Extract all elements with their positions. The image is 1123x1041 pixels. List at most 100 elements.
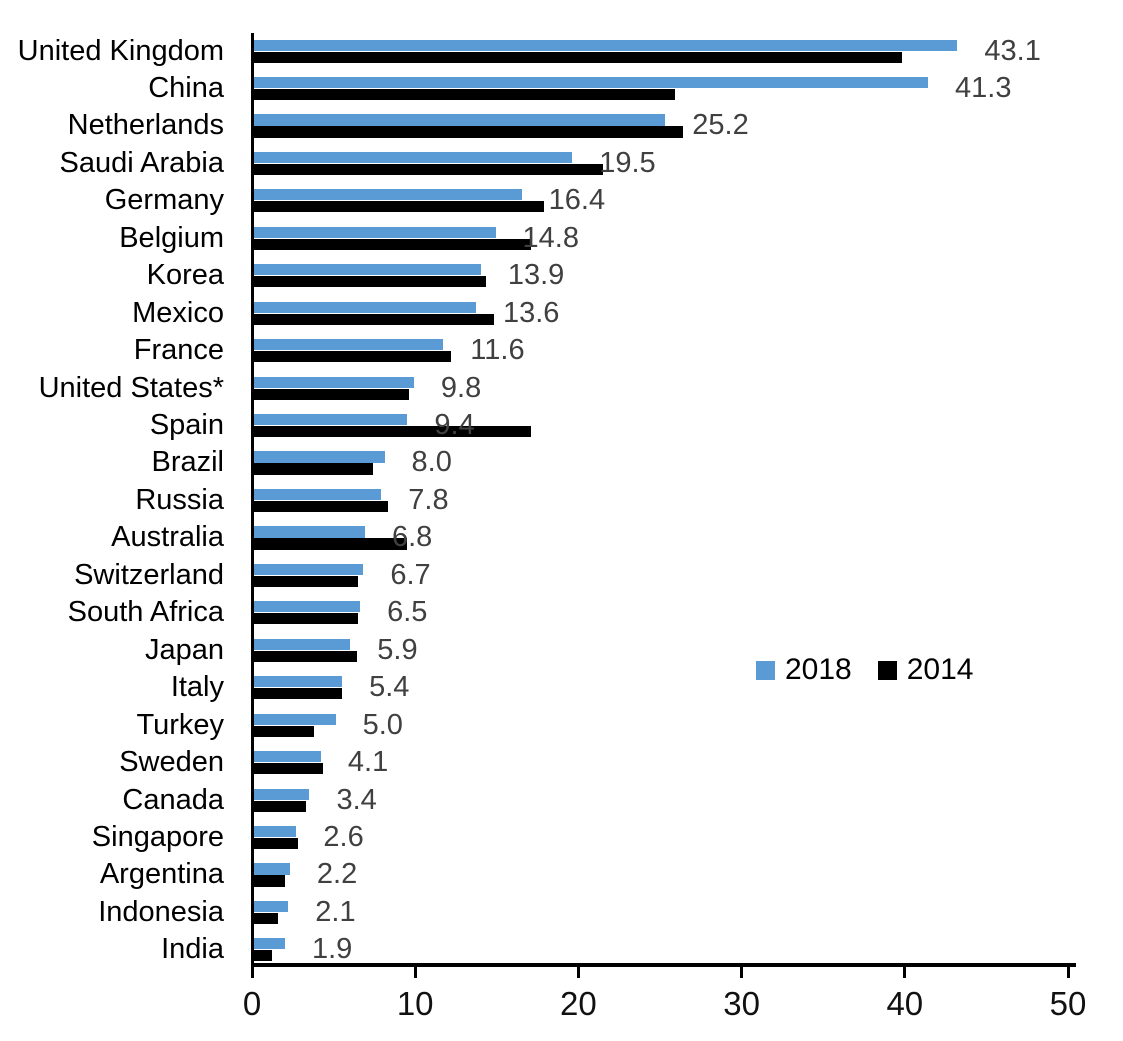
bar-2018 <box>254 638 351 650</box>
bar-2018 <box>254 264 481 276</box>
legend-item-2018: 2018 <box>756 653 852 687</box>
category-label: Australia <box>111 521 224 554</box>
value-label: 6.8 <box>391 521 433 554</box>
value-label: 19.5 <box>599 146 656 179</box>
category-label: Singapore <box>91 820 224 853</box>
bar-2018 <box>254 825 297 838</box>
bar-2014 <box>254 201 545 213</box>
bar-2014 <box>254 538 408 550</box>
category-label: Netherlands <box>67 109 224 142</box>
bar-2018 <box>254 563 364 575</box>
category-label: Russia <box>135 483 224 516</box>
x-axis-tick-label: 50 <box>1049 985 1087 1022</box>
category-label: Argentina <box>99 858 224 891</box>
bar-2014 <box>254 463 374 475</box>
x-axis-tick-label: 20 <box>560 985 597 1022</box>
bar-2018 <box>254 414 408 426</box>
value-label: 2.6 <box>323 820 364 853</box>
value-label: 13.9 <box>507 259 565 292</box>
x-axis-tick-mark <box>1066 966 1070 978</box>
category-label: Canada <box>122 783 224 816</box>
value-label: 6.7 <box>390 558 431 591</box>
bar-2014 <box>254 426 532 438</box>
category-label: Japan <box>144 633 224 666</box>
bar-2014 <box>254 51 902 63</box>
category-label: Brazil <box>151 446 224 479</box>
bar-2014 <box>254 875 285 887</box>
x-axis-tick-mark <box>740 966 744 978</box>
category-label: Switzerland <box>74 558 224 591</box>
value-label: 2.1 <box>315 895 356 928</box>
legend-item-2014: 2014 <box>877 653 974 687</box>
value-label: 2.2 <box>316 858 358 891</box>
value-label: 9.8 <box>440 371 482 404</box>
bar-2014 <box>254 725 315 737</box>
legend-swatch-2014 <box>877 660 897 680</box>
value-label: 5.0 <box>362 708 403 741</box>
bar-2018 <box>254 301 476 313</box>
value-label: 1.9 <box>312 933 353 966</box>
value-label: 5.9 <box>377 633 418 666</box>
bar-2014 <box>254 276 486 288</box>
legend-label-2018: 2018 <box>785 653 852 686</box>
bar-2018 <box>254 76 929 89</box>
value-label: 6.5 <box>387 596 428 629</box>
bar-2018 <box>254 863 290 875</box>
bar-2018 <box>254 900 289 913</box>
bar-2018 <box>254 39 958 51</box>
bar-2018 <box>254 526 365 538</box>
x-axis-line <box>250 963 1076 967</box>
x-axis-tick-label: 10 <box>396 985 434 1022</box>
category-label: France <box>133 334 224 367</box>
bar-2018 <box>254 788 310 800</box>
category-label: United States* <box>38 371 224 404</box>
bar-2014 <box>254 313 494 325</box>
legend: 2018 2014 <box>756 653 974 687</box>
value-label: 25.2 <box>692 109 749 142</box>
value-label: 4.1 <box>347 746 389 779</box>
bar-2018 <box>254 713 336 725</box>
category-label: Germany <box>104 184 224 217</box>
category-label: Belgium <box>119 221 224 254</box>
x-axis-tick-label: 30 <box>723 985 760 1022</box>
legend-label-2014: 2014 <box>906 653 974 686</box>
x-axis-tick-mark <box>903 966 907 978</box>
value-label: 8.0 <box>411 446 452 479</box>
value-label: 43.1 <box>984 34 1041 67</box>
bar-2014 <box>254 763 323 775</box>
bar-2018 <box>254 676 343 688</box>
bar-2018 <box>254 376 414 388</box>
value-label: 16.4 <box>548 184 606 217</box>
category-label: India <box>161 933 224 966</box>
bar-2014 <box>254 650 357 662</box>
value-label: 9.4 <box>434 409 475 441</box>
x-axis-tick-mark <box>250 966 254 978</box>
value-label: 11.6 <box>470 334 525 367</box>
category-label: Mexico <box>132 296 224 329</box>
bar-2014 <box>254 688 343 700</box>
x-axis-tick-label: 40 <box>886 985 924 1022</box>
bar-2014 <box>254 837 299 850</box>
bar-2018 <box>254 488 382 501</box>
category-label: Korea <box>146 259 224 292</box>
x-axis-tick-label: 0 <box>242 985 262 1022</box>
bar-2018 <box>254 451 385 463</box>
bar-2014 <box>254 500 388 513</box>
value-label: 14.8 <box>522 221 579 254</box>
category-label: Saudi Arabia <box>59 146 224 179</box>
bar-2014 <box>254 912 279 925</box>
value-label: 3.4 <box>336 783 377 816</box>
bar-2018 <box>254 189 522 201</box>
bar-2014 <box>254 950 272 962</box>
bar-2014 <box>254 613 359 625</box>
bar-2018 <box>254 938 285 950</box>
value-label: 5.4 <box>369 671 410 704</box>
value-label: 41.3 <box>955 71 1012 104</box>
bar-2018 <box>254 601 361 613</box>
value-label: 7.8 <box>408 483 449 516</box>
x-axis-tick-mark <box>413 966 417 978</box>
bar-2014 <box>254 388 410 400</box>
bar-2014 <box>254 351 452 363</box>
category-label: Turkey <box>136 708 224 741</box>
